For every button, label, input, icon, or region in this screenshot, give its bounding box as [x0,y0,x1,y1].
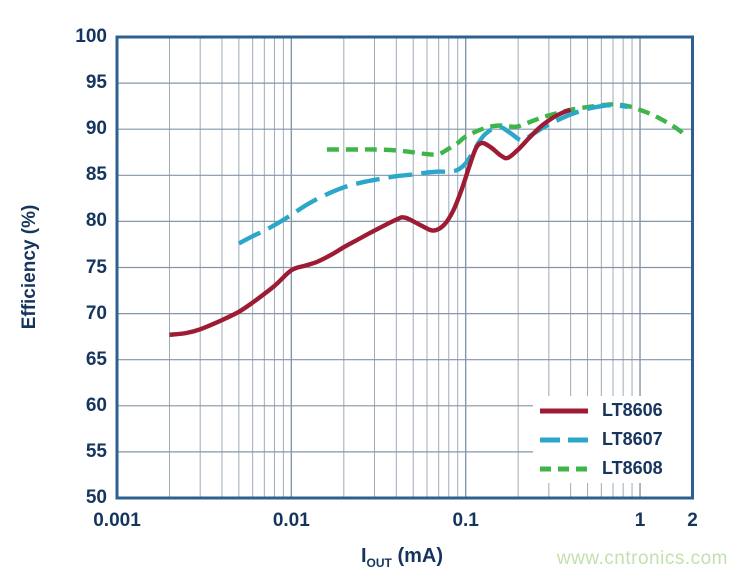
y-tick-label: 80 [85,210,107,232]
y-tick-label: 50 [85,487,107,508]
plot-border [115,35,694,500]
x-tick-label: 0.01 [272,510,310,531]
legend-label: LT8608 [602,458,663,478]
x-title-unit: (mA) [397,545,444,567]
y-tick-label: 65 [85,348,107,370]
legend-swatch-LT8606 [540,408,588,413]
x-axis-title: IOUT (mA) [361,545,443,570]
y-tick-label: 55 [85,440,107,462]
legend-label: LT8606 [602,400,663,420]
y-tick-label: 60 [85,394,107,416]
y-tick-label: 75 [85,256,107,278]
legend: LT8606 LT8607 LT8608 [533,396,691,483]
legend-swatch-LT8608 [540,466,588,471]
y-tick-label: 85 [85,164,107,186]
y-tick-label: 90 [85,118,107,140]
legend-item-LT8608: LT8608 [533,454,691,483]
watermark: www.cntronics.com [556,548,728,569]
legend-item-LT8606: LT8606 [533,396,691,425]
legend-label: LT8607 [602,429,663,449]
series-curve-LT8607 [237,102,629,246]
series-curve-LT8608 [326,102,689,157]
x-tick-label: 0.1 [452,510,479,531]
x-title-symbol: I [360,545,367,567]
x-tick-label: 2 [687,510,698,531]
y-tick-label: 95 [85,72,107,94]
x-tick-label: 0.001 [93,510,141,531]
y-tick-label: 70 [85,302,107,324]
legend-item-LT8607: LT8607 [533,425,691,454]
y-tick-label: 100 [75,26,107,47]
series-curve-LT8606 [169,107,572,337]
x-tick-label: 1 [634,510,646,531]
x-title-subscript: OUT [366,556,392,570]
legend-swatch-LT8607 [540,437,588,442]
